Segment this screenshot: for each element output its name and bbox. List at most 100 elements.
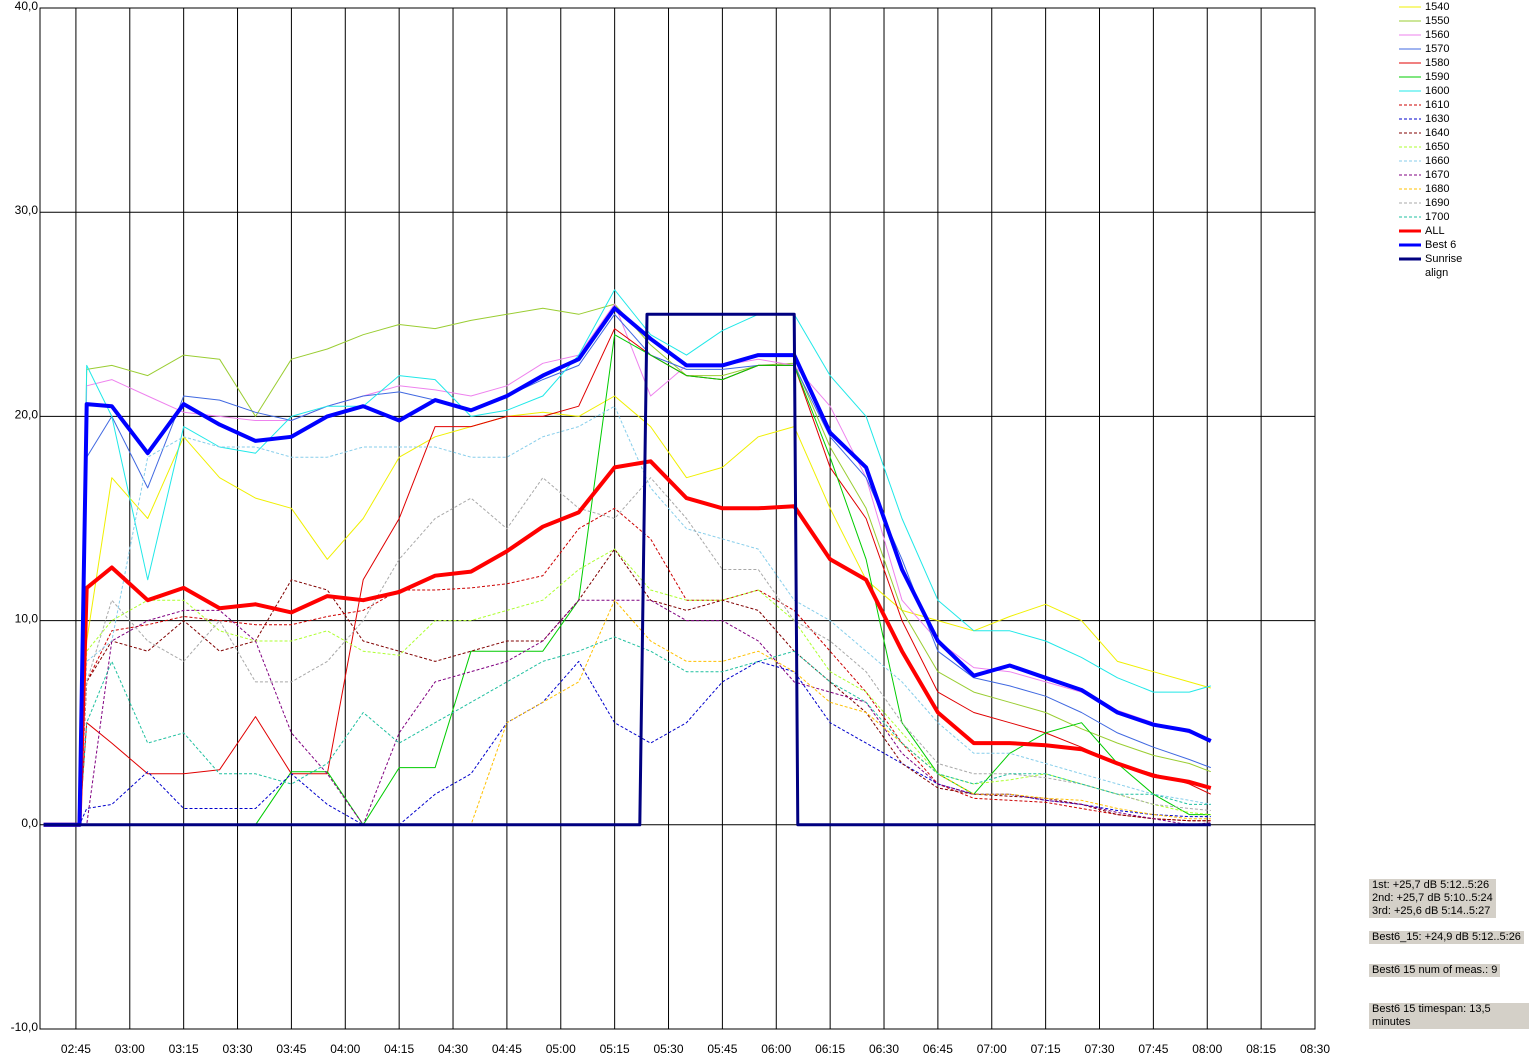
series-line [43,459,1212,827]
legend-item: 1630 [1397,112,1473,126]
legend-swatch [1399,76,1421,78]
legend-label: 1590 [1425,71,1450,83]
legend-label: 1610 [1425,99,1450,111]
x-tick-label: 06:45 [923,1042,953,1056]
legend-swatch [1399,160,1421,162]
legend-item: Best 6 [1397,238,1473,252]
y-tick-label: 40,0 [15,0,39,13]
legend-label: 1580 [1425,57,1450,69]
series-line [43,599,1211,826]
x-tick-label: 03:30 [223,1042,253,1056]
x-tick-label: 08:00 [1192,1042,1222,1056]
x-tick-label: 04:15 [384,1042,414,1056]
legend-label: 1600 [1425,85,1450,97]
series-line [43,636,1211,826]
legend-label: 1550 [1425,15,1450,27]
legend-item: 1670 [1397,168,1473,182]
legend-label: 1540 [1425,1,1450,13]
legend-swatch [1399,229,1421,233]
legend-swatch [1399,20,1421,22]
legend-item: 1650 [1397,140,1473,154]
legend-swatch [1399,146,1421,148]
legend-label: 1640 [1425,127,1450,139]
legend-item: 1660 [1397,154,1473,168]
legend-item: 1700 [1397,210,1473,224]
legend-item: 1550 [1397,14,1473,28]
series-line [43,395,1211,826]
series-line [43,328,1212,826]
x-tick-label: 07:15 [1031,1042,1061,1056]
legend-swatch [1399,216,1421,218]
legend-swatch [1399,132,1421,134]
x-tick-label: 07:30 [1084,1042,1114,1056]
annotation-box: Best6_15: +24,9 dB 5:12..5:26 [1369,931,1524,944]
legend-label: 1560 [1425,29,1450,41]
legend-swatch [1399,202,1421,204]
series-line [43,334,1211,826]
x-tick-label: 05:00 [546,1042,576,1056]
x-tick-label: 04:30 [438,1042,468,1056]
x-tick-label: 03:00 [115,1042,145,1056]
legend-label: ALL [1425,225,1445,237]
legend-swatch [1399,34,1421,36]
series-line [43,507,1211,826]
legend-swatch [1399,257,1421,261]
legend-swatch [1399,62,1421,64]
legend-item: 1560 [1397,28,1473,42]
x-tick-label: 04:00 [330,1042,360,1056]
legend-label: 1660 [1425,155,1450,167]
legend-item: 1580 [1397,56,1473,70]
legend-swatch [1399,48,1421,50]
legend-item: Sunrise align [1397,252,1473,280]
legend-swatch [1399,243,1421,247]
annotation-box: Best6 15 num of meas.: 9 [1369,964,1501,977]
legend-label: Best 6 [1425,239,1457,251]
legend-label: Sunrise align [1425,253,1463,279]
legend-item: 1610 [1397,98,1473,112]
x-tick-label: 02:45 [61,1042,91,1056]
x-tick-label: 06:15 [815,1042,845,1056]
legend-label: 1680 [1425,183,1450,195]
legend-label: 1630 [1425,113,1450,125]
legend-swatch [1399,174,1421,176]
legend-label: 1670 [1425,169,1450,181]
annotation-box: Best6 15 timespan: 13,5 minutes [1369,1003,1529,1029]
legend-item: 1600 [1397,84,1473,98]
legend-swatch [1399,90,1421,92]
legend-item: 1680 [1397,182,1473,196]
legend-item: 1590 [1397,70,1473,84]
legend-swatch [1399,104,1421,106]
y-tick-label: 30,0 [15,203,39,217]
x-tick-label: 05:15 [600,1042,630,1056]
annotation-text: 1st: +25,7 dB 5:12..5:26 [1372,879,1490,891]
series-line [43,599,1211,826]
x-tick-label: 04:45 [492,1042,522,1056]
series-line [43,405,1211,826]
x-tick-label: 08:15 [1246,1042,1276,1056]
legend-item: 1570 [1397,42,1473,56]
legend-swatch [1399,6,1421,8]
y-tick-label: 0,0 [21,816,38,830]
series-line [43,477,1211,826]
annotation-text: 3rd: +25,6 dB 5:14..5:27 [1372,905,1491,917]
x-tick-label: 06:00 [761,1042,791,1056]
legend-item: ALL [1397,224,1473,238]
legend-item: 1690 [1397,196,1473,210]
series-line [43,303,1211,826]
series-line [43,289,1211,826]
annotation-text: Best6_15: +24,9 dB 5:12..5:26 [1372,931,1521,943]
annotation-text: Best6 15 timespan: 13,5 minutes [1372,1003,1491,1028]
series-line [43,313,1211,826]
y-tick-label: 10,0 [15,612,39,626]
y-tick-label: 20,0 [15,407,39,421]
annotation-box: 1st: +25,7 dB 5:12..5:26 2nd: +25,7 dB 5:… [1369,879,1496,918]
x-tick-label: 07:00 [977,1042,1007,1056]
series-line [43,548,1211,826]
legend-label: 1700 [1425,211,1450,223]
series-line [43,312,1211,827]
plot-frame [39,7,1316,1030]
legend-item: 1640 [1397,126,1473,140]
series-line [43,548,1211,826]
